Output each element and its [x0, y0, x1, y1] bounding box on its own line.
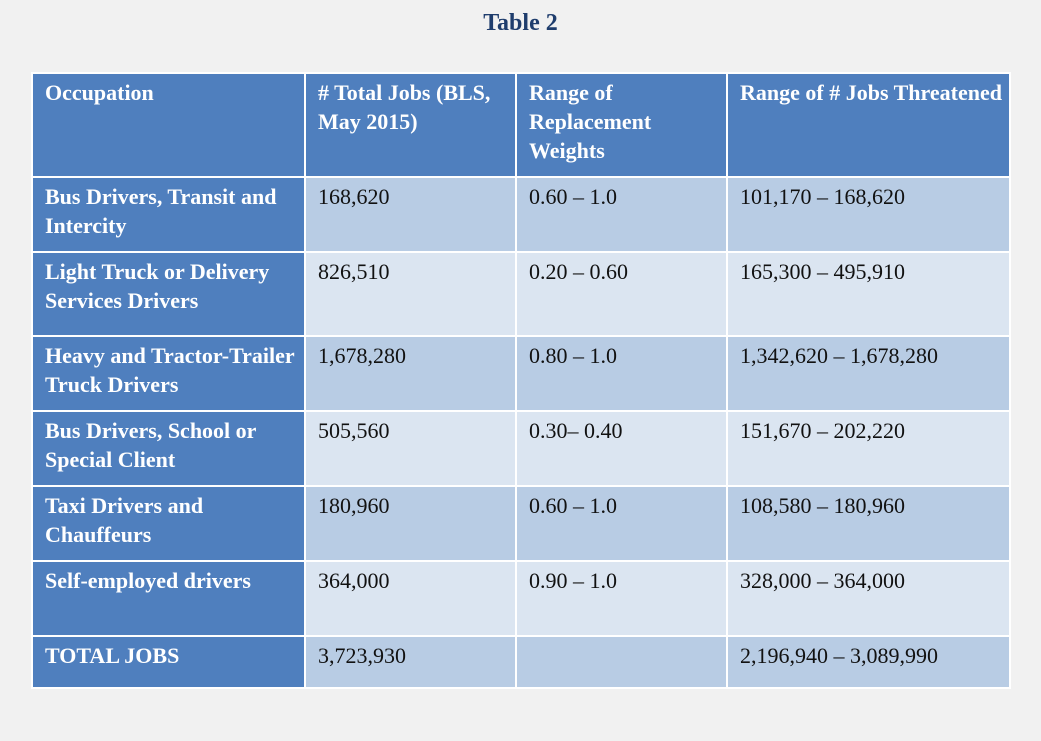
table-row: Bus Drivers, Transit and Intercity 168,6… [31, 176, 1011, 253]
total-jobs-cell: 3,723,930 [304, 635, 517, 689]
header-replacement-weights: Range of Replacement Weights [515, 72, 728, 178]
replacement-weights-cell: 0.30– 0.40 [515, 410, 728, 487]
total-jobs-cell: 826,510 [304, 251, 517, 337]
header-occupation: Occupation [31, 72, 306, 178]
jobs-threatened-cell: 151,670 – 202,220 [726, 410, 1011, 487]
total-row: TOTAL JOBS 3,723,930 2,196,940 – 3,089,9… [31, 635, 1011, 689]
replacement-weights-cell: 0.90 – 1.0 [515, 560, 728, 637]
occupation-cell: Heavy and Tractor-Trailer Truck Drivers [31, 335, 306, 412]
table-row: Taxi Drivers and Chauffeurs 180,960 0.60… [31, 485, 1011, 562]
occupation-cell: Bus Drivers, Transit and Intercity [31, 176, 306, 253]
occupation-cell: Light Truck or Delivery Services Drivers [31, 251, 306, 337]
total-jobs-cell: 168,620 [304, 176, 517, 253]
table-row: Self-employed drivers 364,000 0.90 – 1.0… [31, 560, 1011, 637]
occupation-cell: Self-employed drivers [31, 560, 306, 637]
jobs-threatened-cell: 108,580 – 180,960 [726, 485, 1011, 562]
replacement-weights-cell [515, 635, 728, 689]
total-jobs-cell: 1,678,280 [304, 335, 517, 412]
table-header-row: Occupation # Total Jobs (BLS, May 2015) … [31, 72, 1011, 178]
occupation-cell: Bus Drivers, School or Special Client [31, 410, 306, 487]
total-jobs-cell: 505,560 [304, 410, 517, 487]
total-jobs-cell: 180,960 [304, 485, 517, 562]
jobs-threatened-cell: 328,000 – 364,000 [726, 560, 1011, 637]
total-jobs-cell: 364,000 [304, 560, 517, 637]
table-row: Heavy and Tractor-Trailer Truck Drivers … [31, 335, 1011, 412]
replacement-weights-cell: 0.20 – 0.60 [515, 251, 728, 337]
table-row: Light Truck or Delivery Services Drivers… [31, 251, 1011, 337]
jobs-threatened-cell: 101,170 – 168,620 [726, 176, 1011, 253]
jobs-threatened-cell: 165,300 – 495,910 [726, 251, 1011, 337]
header-total-jobs: # Total Jobs (BLS, May 2015) [304, 72, 517, 178]
replacement-weights-cell: 0.60 – 1.0 [515, 176, 728, 253]
occupation-cell: Taxi Drivers and Chauffeurs [31, 485, 306, 562]
replacement-weights-cell: 0.60 – 1.0 [515, 485, 728, 562]
table-title: Table 2 [483, 10, 558, 36]
jobs-threatened-cell: 2,196,940 – 3,089,990 [726, 635, 1011, 689]
replacement-weights-cell: 0.80 – 1.0 [515, 335, 728, 412]
table-row: Bus Drivers, School or Special Client 50… [31, 410, 1011, 487]
header-jobs-threatened: Range of # Jobs Threatened [726, 72, 1011, 178]
jobs-table: Occupation # Total Jobs (BLS, May 2015) … [31, 72, 1011, 689]
jobs-threatened-cell: 1,342,620 – 1,678,280 [726, 335, 1011, 412]
total-label-cell: TOTAL JOBS [31, 635, 306, 689]
